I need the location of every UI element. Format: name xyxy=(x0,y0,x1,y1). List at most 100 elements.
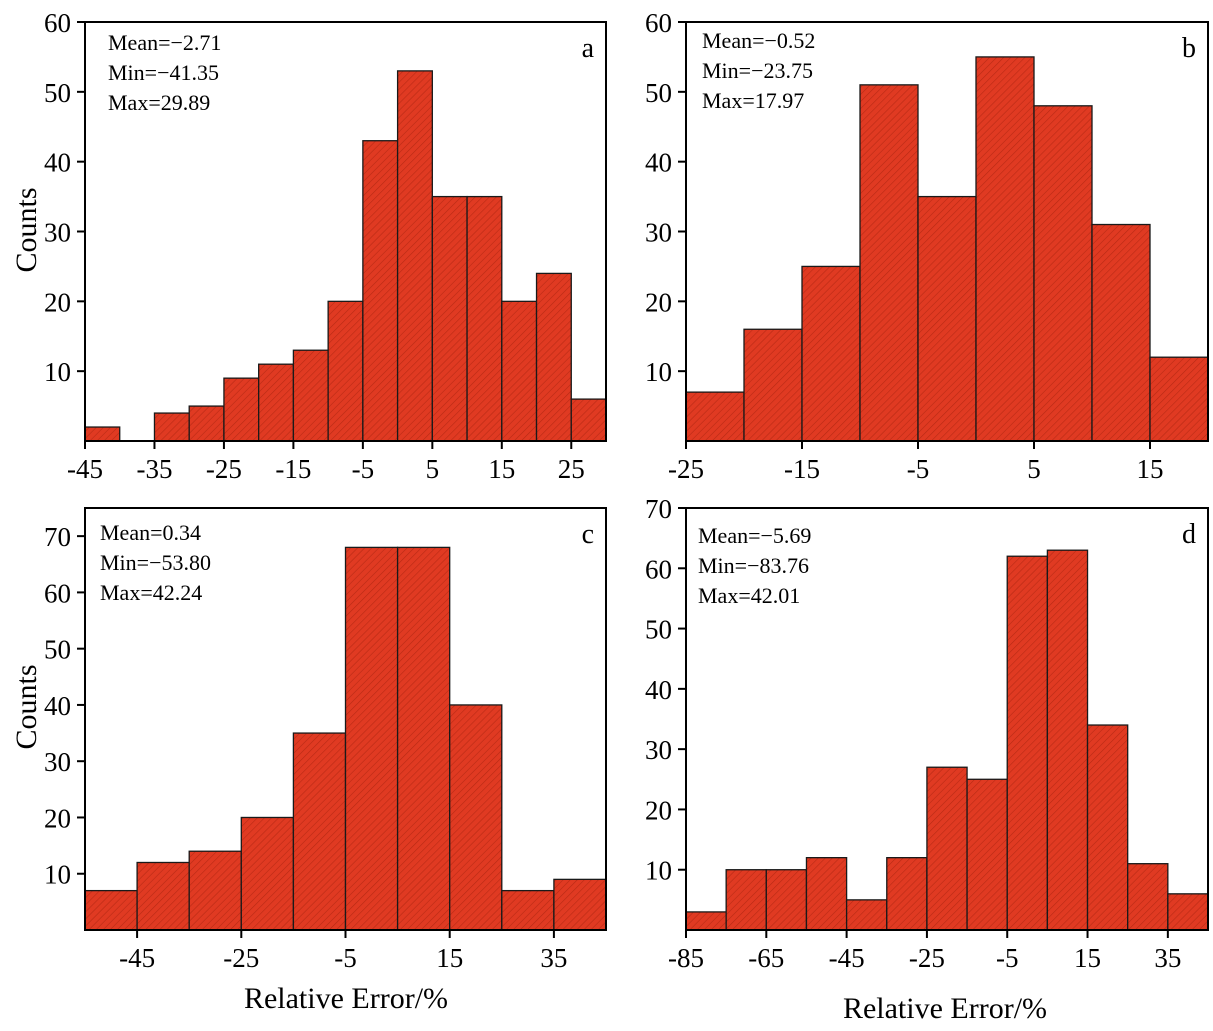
histogram-bar xyxy=(553,878,607,931)
stat-annotation: Min=−53.80 xyxy=(100,550,211,575)
y-tick-label: 10 xyxy=(44,860,71,890)
y-tick-label: 50 xyxy=(44,635,71,665)
x-tick-label: -5 xyxy=(334,943,357,973)
histogram-bar xyxy=(805,857,848,931)
x-tick-label: -35 xyxy=(136,454,172,484)
histogram-bar xyxy=(1091,223,1151,442)
x-tick-label: -15 xyxy=(784,454,820,484)
y-tick-label: 50 xyxy=(44,78,71,108)
stat-annotation: Mean=−5.69 xyxy=(698,523,811,548)
panel-letter: d xyxy=(1182,519,1196,550)
histogram-bar xyxy=(725,869,767,931)
x-axis-title-left: Relative Error/% xyxy=(244,982,448,1015)
histogram-bar xyxy=(449,704,503,931)
panel-c-histogram: -45 -25 -5 15 35 10 20 30 40 50 60 70 Mean=0.34 Min=−… xyxy=(44,507,607,973)
y-tick-label: 10 xyxy=(645,856,672,886)
x-tick-label: 15 xyxy=(488,454,515,484)
panel-letter: b xyxy=(1182,33,1196,64)
x-tick-label: -25 xyxy=(206,454,242,484)
y-tick-label: 10 xyxy=(44,357,71,387)
x-tick-label: 15 xyxy=(1137,454,1164,484)
histogram-bar xyxy=(396,70,433,442)
x-axis-title-right: Relative Error/% xyxy=(843,992,1047,1025)
x-tick-label: -25 xyxy=(223,943,259,973)
y-tick-label: 30 xyxy=(44,218,71,248)
x-tick-label: -15 xyxy=(275,454,311,484)
x-tick-label: -65 xyxy=(748,943,784,973)
histogram-bar xyxy=(292,732,347,931)
y-tick-label: 50 xyxy=(645,615,672,645)
x-tick-label: -85 xyxy=(668,943,704,973)
histogram-bar xyxy=(535,272,572,442)
histogram-bar xyxy=(966,778,1008,931)
plot-frame xyxy=(685,507,1209,931)
histogram-bar xyxy=(917,195,977,442)
x-tick-label: 5 xyxy=(426,454,440,484)
histogram-bar xyxy=(153,412,190,442)
histogram-bar xyxy=(431,195,468,442)
x-tick-label: 35 xyxy=(1154,943,1181,973)
stat-annotation: Mean=−2.71 xyxy=(108,30,221,55)
histogram-bar xyxy=(1046,549,1089,931)
y-tick-label: 70 xyxy=(44,522,71,552)
x-tick-label: -25 xyxy=(909,943,945,973)
histogram-bar xyxy=(743,328,803,442)
y-tick-label: 60 xyxy=(645,554,672,584)
x-tick-label: 5 xyxy=(1027,454,1041,484)
x-tick-label: 15 xyxy=(436,943,463,973)
y-tick-label: 20 xyxy=(645,287,672,317)
y-tick-label: 70 xyxy=(645,494,672,524)
x-tick-label: -5 xyxy=(907,454,930,484)
histogram-bar xyxy=(975,56,1035,442)
x-tick-label: -5 xyxy=(352,454,375,484)
histogram-bar xyxy=(685,391,745,442)
x-tick-label: -45 xyxy=(119,943,155,973)
y-axis-title-top: Counts xyxy=(10,187,43,272)
y-tick-label: 60 xyxy=(44,578,71,608)
histogram-bar xyxy=(1006,555,1049,931)
histogram-bar xyxy=(362,140,399,442)
stat-annotation: Mean=0.34 xyxy=(100,520,201,545)
histogram-bar xyxy=(258,363,295,442)
histogram-bar xyxy=(926,766,968,931)
histogram-bar xyxy=(685,911,727,931)
histogram-bar xyxy=(886,857,928,931)
x-tick-label: 25 xyxy=(558,454,585,484)
y-tick-label: 60 xyxy=(645,8,672,38)
x-tick-label: 35 xyxy=(540,943,567,973)
x-tick-label: -45 xyxy=(67,454,103,484)
y-tick-label: 20 xyxy=(44,287,71,317)
histogram-bar xyxy=(84,889,138,931)
y-tick-label: 40 xyxy=(645,148,672,178)
y-tick-label: 10 xyxy=(645,357,672,387)
stat-annotation: Max=42.01 xyxy=(698,583,800,608)
panel-d-histogram: -85 -65 -45 -25 -5 15 35 10 20 30 40 50 60 70 Mean=−5.… xyxy=(645,494,1209,973)
histogram-bar xyxy=(501,300,538,442)
y-tick-label: 40 xyxy=(645,675,672,705)
x-tick-label: -5 xyxy=(996,943,1019,973)
stat-annotation: Max=29.89 xyxy=(108,90,210,115)
histogram-bar xyxy=(84,426,121,442)
histogram-bar xyxy=(801,265,861,442)
histogram-bar xyxy=(327,300,364,442)
y-tick-label: 30 xyxy=(44,747,71,777)
x-tick-label: -25 xyxy=(668,454,704,484)
y-tick-label: 20 xyxy=(44,803,71,833)
stat-annotation: Max=42.24 xyxy=(100,580,202,605)
histogram-bar xyxy=(240,816,295,931)
histogram-bar xyxy=(1086,724,1129,931)
y-tick-label: 30 xyxy=(645,218,672,248)
histogram-bar xyxy=(344,546,399,931)
histogram-bar xyxy=(136,861,190,931)
histogram-bar xyxy=(188,850,242,931)
y-axis-title-bottom: Counts xyxy=(10,664,43,749)
y-tick-label: 50 xyxy=(645,78,672,108)
x-tick-label: 15 xyxy=(1074,943,1101,973)
histogram-bar xyxy=(466,195,503,442)
y-tick-label: 60 xyxy=(44,8,71,38)
panel-letter: c xyxy=(582,519,594,550)
panel-a-histogram: -45 -35 -25 -15 -5 5 15 25 10 20 30 40 50 60 Mean=−2.7… xyxy=(44,8,607,484)
histogram-bar xyxy=(859,84,919,442)
histogram-bar xyxy=(292,349,329,442)
